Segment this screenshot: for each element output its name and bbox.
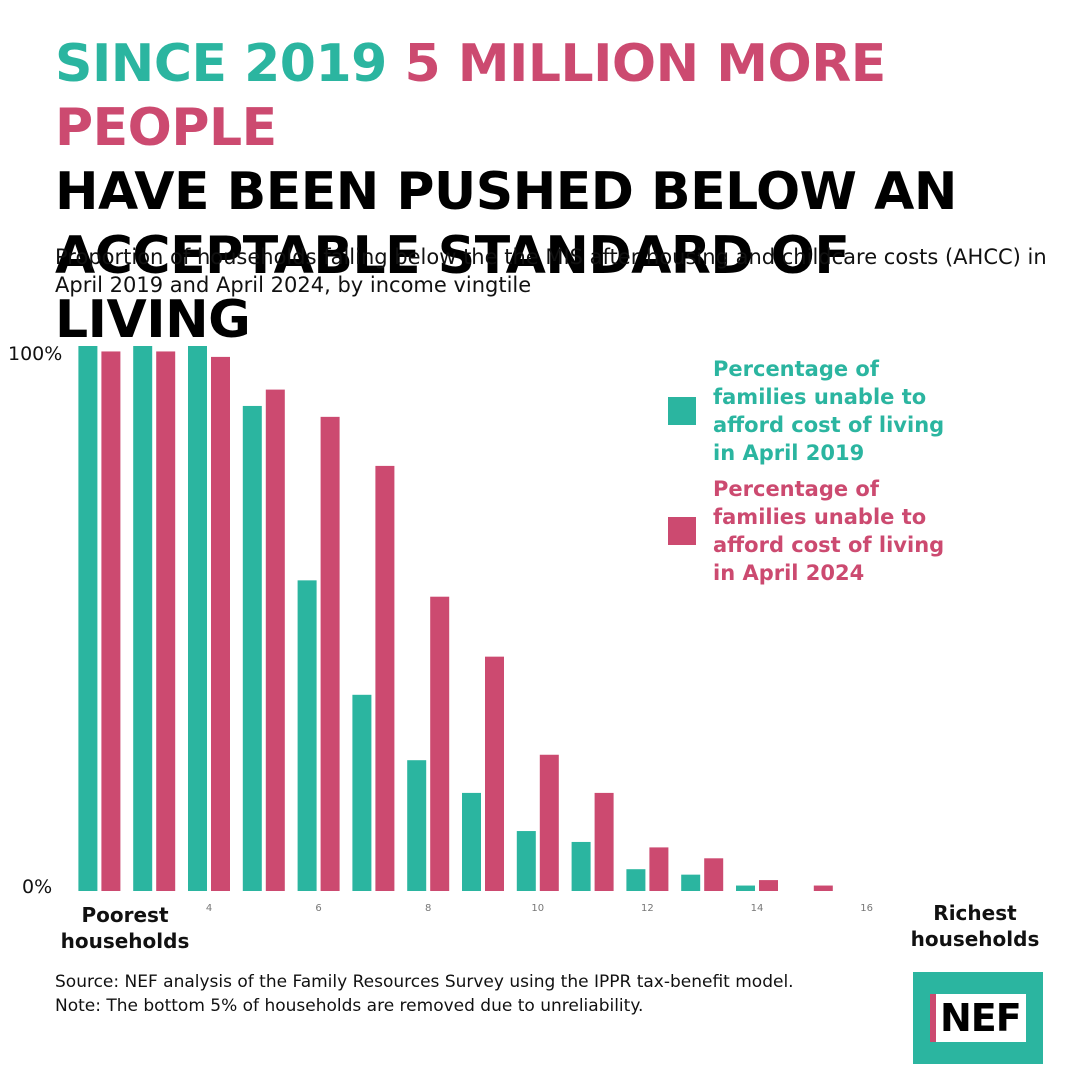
headline-line3: ACCEPTABLE STANDARD OF LIVING [55,226,850,350]
bar-2019-x6 [297,580,317,891]
y-tick-label-bottom: 0% [22,876,52,898]
bar-2019-x7 [352,694,372,891]
x-tick-label-16: 16 [860,903,873,914]
bar-2024-x5 [265,389,285,891]
x-tick-label-14: 14 [751,903,764,914]
headline-part1: SINCE 2019 [55,34,405,94]
headline-line2: HAVE BEEN PUSHED BELOW AN [55,162,957,222]
x-tick-label-4: 4 [206,903,212,914]
bar-2024-x10 [539,754,559,891]
source-text: Source: NEF analysis of the Family Resou… [55,972,794,992]
bar-2019-x12 [626,869,646,891]
nef-logo-bar [930,994,936,1042]
bar-2024-x15 [813,885,833,891]
bar-2019-x8 [407,760,427,891]
x-tick-label-12: 12 [641,903,654,914]
legend: Percentage of families unable to afford … [668,355,968,595]
legend-item-2019: Percentage of families unable to afford … [668,355,968,475]
legend-item-2024: Percentage of families unable to afford … [668,475,968,595]
poorest-label: Poorest households [60,903,190,953]
note-text: Note: The bottom 5% of households are re… [55,996,644,1016]
bar-2019-x10 [516,831,536,891]
bar-2024-x3 [156,351,176,891]
legend-label-2024: Percentage of families unable to afford … [713,477,945,585]
source-notes: Source: NEF analysis of the Family Resou… [55,970,875,1018]
bar-2024-x4 [211,356,230,891]
richest-label: Richest households [910,901,1040,951]
legend-swatch-2019 [668,397,696,425]
bar-2024-x11 [594,792,614,891]
y-tick-label-top: 100% [8,343,62,365]
bar-2024-x13 [704,858,724,891]
bar-2019-x9 [462,792,481,891]
bar-2019-x11 [571,841,591,891]
bar-2024-x6 [320,416,340,891]
bar-2019-x13 [681,874,701,891]
headline: SINCE 2019 5 MILLION MORE PEOPLE HAVE BE… [55,32,1055,352]
x-tick-label-6: 6 [315,903,321,914]
nef-logo: NEF [913,972,1043,1064]
bar-2019-x4 [188,346,207,891]
bar-2024-x8 [430,596,450,891]
nef-logo-text: NEF [940,996,1022,1040]
bar-2024-x2 [101,351,121,891]
bar-2019-x3 [133,346,153,891]
x-tick-label-8: 8 [425,903,431,914]
bar-2019-x5 [242,405,262,891]
bar-2024-x7 [375,465,395,891]
bar-2024-x14 [759,880,778,891]
bar-2019-x2 [78,346,98,891]
legend-label-2019: Percentage of families unable to afford … [713,357,945,465]
bar-2024-x9 [485,656,504,891]
headline-part2: 5 MILLION MORE PEOPLE [55,34,886,158]
nef-logo-box: NEF [930,994,1026,1042]
legend-swatch-2024 [668,517,696,545]
bar-2024-x12 [649,847,669,891]
chart-subtitle: Proportion of households falling below t… [55,245,1047,297]
x-tick-label-10: 10 [531,903,544,914]
bar-2019-x14 [736,885,755,891]
bar-chart: 100% 0% 4 6 8 10 12 14 16 [8,343,873,914]
